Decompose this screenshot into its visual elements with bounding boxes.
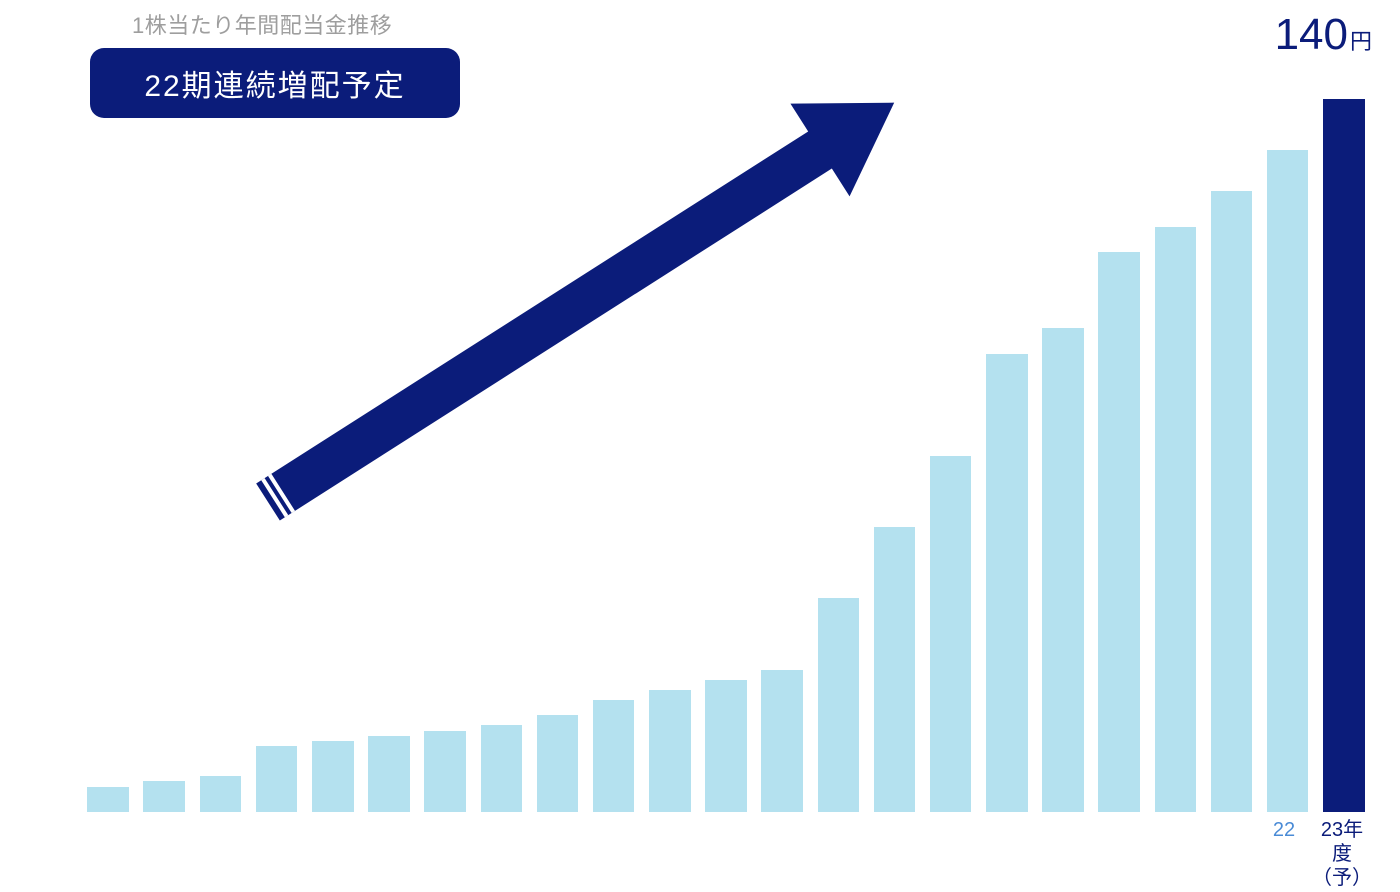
bar-slot [305,74,361,812]
x-axis-label: 22 [1256,818,1312,874]
bar-slot [698,74,754,812]
x-axis-label [696,818,752,874]
peak-value-label: 140円 [1275,10,1372,60]
bar [930,456,972,812]
x-axis-label [864,818,920,874]
x-axis-label [80,818,136,874]
chart-canvas: 1株当たり年間配当金推移 22期連続増配予定 140円 2223年度 （予） [0,0,1400,892]
bar-slot [249,74,305,812]
x-axis-label [976,818,1032,874]
bar-slot [1316,74,1372,812]
bar-slot [473,74,529,812]
bar-slot [1147,74,1203,812]
x-axis-label [808,818,864,874]
peak-value-unit: 円 [1350,29,1372,54]
bar-slot [586,74,642,812]
bar-slot [417,74,473,812]
bar [143,781,185,812]
bars-container [80,74,1372,812]
chart-plot-area [80,74,1372,812]
x-axis-label [752,818,808,874]
chart-subtitle: 1株当たり年間配当金推移 [132,8,392,40]
peak-value-number: 140 [1275,10,1348,59]
bar-slot [1203,74,1259,812]
x-axis-label [304,818,360,874]
bar-slot [80,74,136,812]
bar [1155,227,1197,812]
bar [481,725,523,812]
x-axis-label [1200,818,1256,874]
x-axis-label [248,818,304,874]
bar [424,731,466,812]
bar-slot [192,74,248,812]
bar [1211,191,1253,812]
x-axis-label [640,818,696,874]
bar-slot [136,74,192,812]
bar-slot [923,74,979,812]
bar [874,527,916,812]
x-axis-label [920,818,976,874]
bar [1042,328,1084,812]
bar [312,741,354,812]
bar [87,787,129,812]
bar-slot [529,74,585,812]
bar-slot [866,74,922,812]
bar [986,354,1028,812]
bar-slot [642,74,698,812]
bar-slot [361,74,417,812]
x-axis-label [1144,818,1200,874]
bar [705,680,747,812]
bar-slot [1035,74,1091,812]
bar-slot [979,74,1035,812]
bar [761,670,803,813]
x-axis-label [472,818,528,874]
bar [649,690,691,812]
bar [1267,150,1309,812]
x-axis-label [416,818,472,874]
bar-slot [1260,74,1316,812]
bar [368,736,410,812]
x-axis-label: 23年度 （予） [1312,818,1372,874]
bar-highlight [1323,99,1365,812]
x-axis-label [1032,818,1088,874]
bar-slot [810,74,866,812]
bar [256,746,298,812]
bar-slot [754,74,810,812]
x-axis-label [1088,818,1144,874]
bar [200,776,242,812]
bar [593,700,635,812]
x-axis-label [136,818,192,874]
bar [818,598,860,812]
x-axis-label [584,818,640,874]
bar [1098,252,1140,812]
x-axis-label [528,818,584,874]
bar [537,715,579,812]
x-axis-label [192,818,248,874]
x-axis-labels: 2223年度 （予） [80,818,1372,874]
bar-slot [1091,74,1147,812]
x-axis-label [360,818,416,874]
